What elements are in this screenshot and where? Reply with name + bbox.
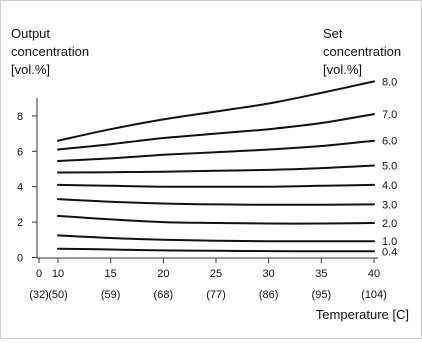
chart: Output concentration [vol.%] Set concentrat… — [11, 26, 409, 322]
series-line-0.4 — [57, 247, 375, 253]
y-tick-label-4: 4 — [17, 182, 23, 194]
series-label-8.0: 8.0 — [382, 76, 397, 88]
x-tick-sub-15: (59) — [101, 289, 121, 301]
y-title-line-1: concentration — [11, 44, 89, 59]
series-line-8.0 — [57, 80, 375, 142]
y-tick-label-0: 0 — [17, 253, 23, 265]
x-tick-label-15: 15 — [105, 268, 117, 280]
x-tick-sub-40: (104) — [361, 289, 387, 301]
x-tick-label-20: 20 — [157, 268, 169, 280]
y-tick-label-2: 2 — [17, 217, 23, 229]
x-tick-label-35: 35 — [315, 268, 327, 280]
series-label-1.0: 1.0 — [382, 236, 397, 248]
x-tick-label-10: 10 — [52, 268, 64, 280]
y-axis-title: Output concentration [vol.%] — [11, 26, 89, 77]
x-tick-sub-30: (86) — [259, 289, 279, 301]
x-tick-label-40: 40 — [368, 268, 380, 280]
series-line-3.0 — [57, 198, 375, 206]
y-tick-label-6: 6 — [17, 146, 23, 158]
x-tick-sub-10: (50) — [48, 289, 68, 301]
y-title-line-2: [vol.%] — [11, 62, 50, 77]
series-line-4.0 — [57, 183, 375, 188]
series-line-2.0 — [57, 214, 375, 225]
y-tick-label-8: 8 — [17, 111, 23, 123]
y-title-line-0: Output — [11, 26, 50, 41]
series-label-3.0: 3.0 — [382, 199, 397, 211]
series-line-6.0 — [57, 139, 375, 162]
y-axis-ticks: 0 2 4 6 8 — [17, 111, 37, 265]
right-title-line-2: [vol.%] — [323, 62, 362, 77]
series-label-5.0: 5.0 — [382, 160, 397, 172]
series-label-0.4: 0.4 — [382, 246, 397, 258]
x-tick-label-0: 0 — [36, 268, 42, 280]
right-title-line-1: concentration — [323, 44, 401, 59]
series-label-7.0: 7.0 — [382, 109, 397, 121]
right-title-line-0: Set — [323, 26, 343, 41]
x-axis-ticks: 0 (32)10 (50) 15 (59) 20 (68) 25 (77) 30 (86) 35 (95… — [29, 258, 387, 301]
x-tick-sub-35: (95) — [312, 289, 332, 301]
series-line-7.0 — [57, 113, 375, 151]
series-label-2.0: 2.0 — [382, 218, 397, 230]
series-line-1.0 — [57, 234, 375, 243]
x-tick-label-30: 30 — [263, 268, 275, 280]
x-tick-sub-20: (68) — [154, 289, 174, 301]
x-tick-label-25: 25 — [210, 268, 222, 280]
series-line-5.0 — [57, 164, 375, 174]
x-tick-sub-0: (32) — [29, 289, 49, 301]
x-tick-sub-25: (77) — [206, 289, 226, 301]
series-labels: 0.41.0 2.0 3.0 4.0 5.0 6.0 7.0 8.0 — [382, 76, 397, 258]
series-lines — [57, 80, 375, 253]
series-label-6.0: 6.0 — [382, 136, 397, 148]
set-concentration-title: Set concentration [vol.%] — [323, 26, 401, 77]
x-axis-title: Temperature [C] — [316, 307, 409, 322]
series-label-4.0: 4.0 — [382, 180, 397, 192]
